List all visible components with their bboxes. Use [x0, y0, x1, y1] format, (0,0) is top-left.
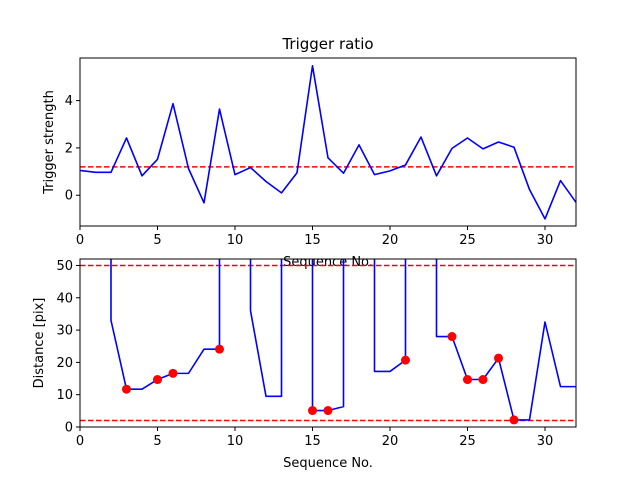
x-tick-label: 15 — [304, 434, 321, 449]
y-tick-label: 30 — [56, 324, 73, 339]
y-axis-label: Trigger strength — [42, 90, 57, 195]
chart-distance: 0 5 10 15 20 25 30 0 10 20 30 40 50 Sequence No. Dis… — [32, 258, 577, 471]
ticks-distance: 0 5 10 15 20 25 30 0 10 20 30 40 50 — [56, 259, 553, 449]
data-point — [494, 353, 503, 363]
y-tick-label: 0 — [65, 189, 73, 204]
y-tick-label: 40 — [56, 291, 73, 306]
x-tick-label: 25 — [459, 434, 476, 449]
x-tick-label: 20 — [382, 233, 399, 248]
ticks-trigger-strength: 0 5 10 15 20 25 30 0 2 4 — [65, 94, 554, 248]
data-point — [168, 368, 178, 378]
x-tick-label: 5 — [153, 434, 161, 449]
data-point — [401, 355, 410, 365]
y-tick-label: 50 — [56, 259, 73, 274]
y-tick-label: 20 — [56, 356, 73, 371]
y-tick-label: 0 — [65, 421, 73, 436]
x-tick-label: 30 — [537, 233, 554, 248]
x-tick-label: 10 — [227, 233, 244, 248]
data-point — [153, 375, 162, 385]
x-tick-label: 0 — [76, 434, 84, 449]
y-axis-label: Distance [pix] — [32, 298, 47, 389]
series-line — [110, 259, 576, 421]
chart-title: Trigger ratio — [281, 35, 373, 53]
chart-trigger-ratio: Trigger ratio 0 5 10 15 20 25 30 0 2 4 Sequence N… — [42, 35, 577, 270]
y-tick-label: 2 — [65, 141, 73, 156]
x-tick-label: 5 — [153, 233, 161, 248]
plot-area-distance — [80, 259, 576, 425]
data-point — [447, 332, 457, 342]
data-point — [478, 375, 488, 385]
plot-area-trigger-strength — [80, 65, 576, 220]
y-tick-label: 10 — [56, 388, 73, 403]
y-tick-label: 4 — [65, 94, 73, 109]
data-point — [463, 375, 472, 385]
x-axis-label: Sequence No. — [283, 255, 373, 270]
axes-frame — [79, 57, 577, 227]
x-tick-label: 0 — [76, 233, 84, 248]
data-point — [308, 406, 317, 416]
data-point — [509, 415, 519, 425]
x-tick-label: 30 — [537, 434, 554, 449]
data-point — [215, 344, 224, 354]
axes-frame — [79, 258, 577, 428]
x-tick-label: 10 — [227, 434, 244, 449]
data-point — [323, 406, 333, 416]
data-point — [122, 384, 131, 394]
x-tick-label: 15 — [304, 233, 321, 248]
series-line — [80, 65, 576, 220]
x-axis-label: Sequence No. — [283, 456, 373, 471]
x-tick-label: 25 — [459, 233, 476, 248]
x-tick-label: 20 — [382, 434, 399, 449]
